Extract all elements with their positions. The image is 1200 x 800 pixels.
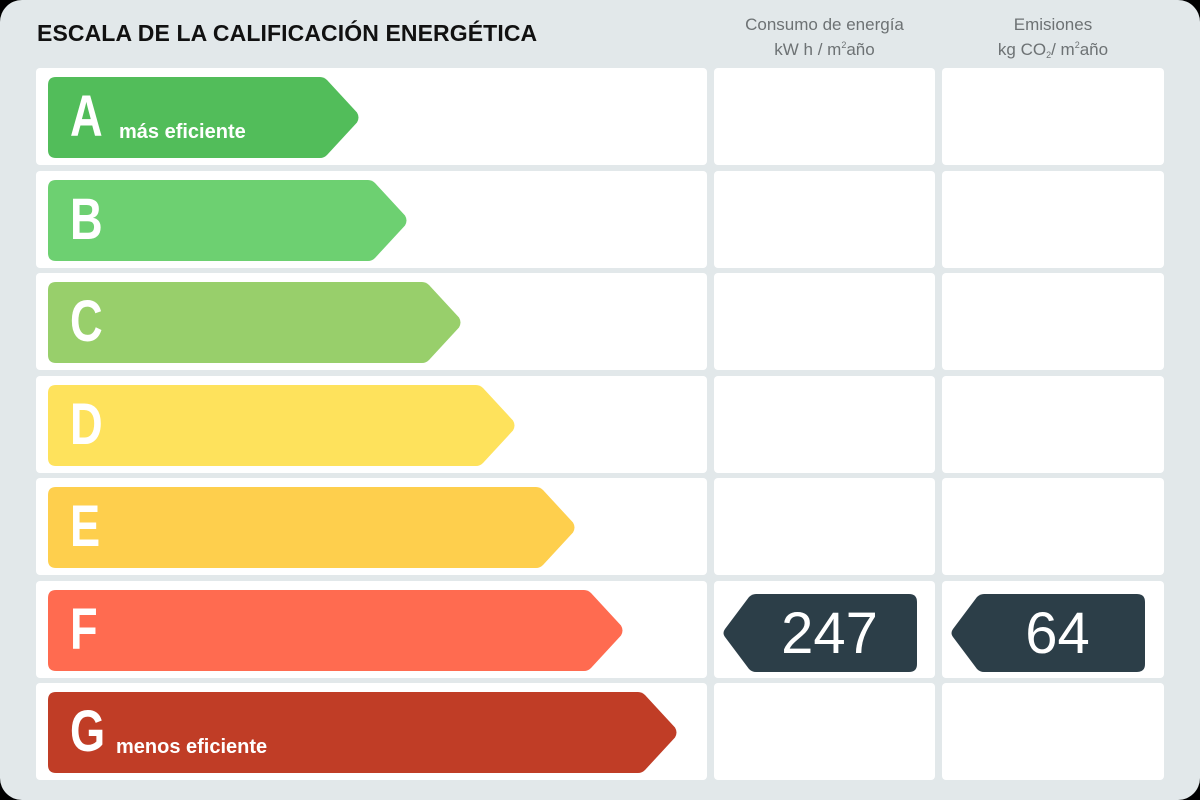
rating-letter: B <box>70 187 103 252</box>
consumo-cell <box>714 478 935 575</box>
rating-row-f: F 247 64 <box>0 581 1200 678</box>
rating-bar-cell: E <box>36 478 707 575</box>
emisiones-cell <box>942 376 1164 473</box>
rating-arrow-f: F <box>48 590 624 671</box>
emisiones-cell <box>942 478 1164 575</box>
emisiones-column-header: Emisiones kg CO2/ m2año <box>942 14 1164 66</box>
rating-label: más eficiente <box>119 121 246 143</box>
rating-bar-cell: F <box>36 581 707 678</box>
rating-bar-cell: D <box>36 376 707 473</box>
rating-row-b: B <box>0 171 1200 268</box>
emisiones-cell: 64 <box>942 581 1164 678</box>
consumo-cell <box>714 273 935 370</box>
emisiones-cell <box>942 171 1164 268</box>
rating-arrow-b: B <box>48 180 408 261</box>
consumo-tag-value: 247 <box>781 601 878 666</box>
emisiones-header-line1: Emisiones <box>1013 15 1093 34</box>
rating-arrow-c: C <box>48 282 462 363</box>
rating-letter: D <box>70 392 103 457</box>
rating-bar-cell: C <box>36 273 707 370</box>
consumo-cell <box>714 683 935 780</box>
emisiones-cell <box>942 68 1164 165</box>
consumo-cell <box>714 171 935 268</box>
emisiones-cell <box>942 273 1164 370</box>
rating-letter: G <box>70 699 106 764</box>
emisiones-tag: 64 <box>950 594 1145 672</box>
rating-label: menos eficiente <box>116 736 268 758</box>
page-title: ESCALA DE LA CALIFICACIÓN ENERGÉTICA <box>37 20 538 46</box>
rating-arrow-e: E <box>48 487 576 568</box>
emisiones-cell <box>942 683 1164 780</box>
consumo-header-line1: Consumo de energía <box>745 15 904 34</box>
rating-row-d: D <box>0 376 1200 473</box>
rating-letter: A <box>70 84 103 149</box>
emisiones-tag-value: 64 <box>1025 601 1090 666</box>
rating-row-c: C <box>0 273 1200 370</box>
consumo-column-header: Consumo de energía kW h / m2año <box>714 14 935 60</box>
consumo-tag: 247 <box>722 594 917 672</box>
consumo-cell <box>714 376 935 473</box>
consumo-cell: 247 <box>714 581 935 678</box>
rating-letter: C <box>70 289 103 354</box>
rating-row-e: E <box>0 478 1200 575</box>
rating-bar-cell: B <box>36 171 707 268</box>
rating-arrow-d: D <box>48 385 516 466</box>
consumo-header-units: kW h / m2año <box>774 40 875 59</box>
rating-letter: F <box>70 597 98 662</box>
consumo-cell <box>714 68 935 165</box>
rating-letter: E <box>70 494 101 559</box>
emisiones-header-units: kg CO2/ m2año <box>997 40 1109 60</box>
